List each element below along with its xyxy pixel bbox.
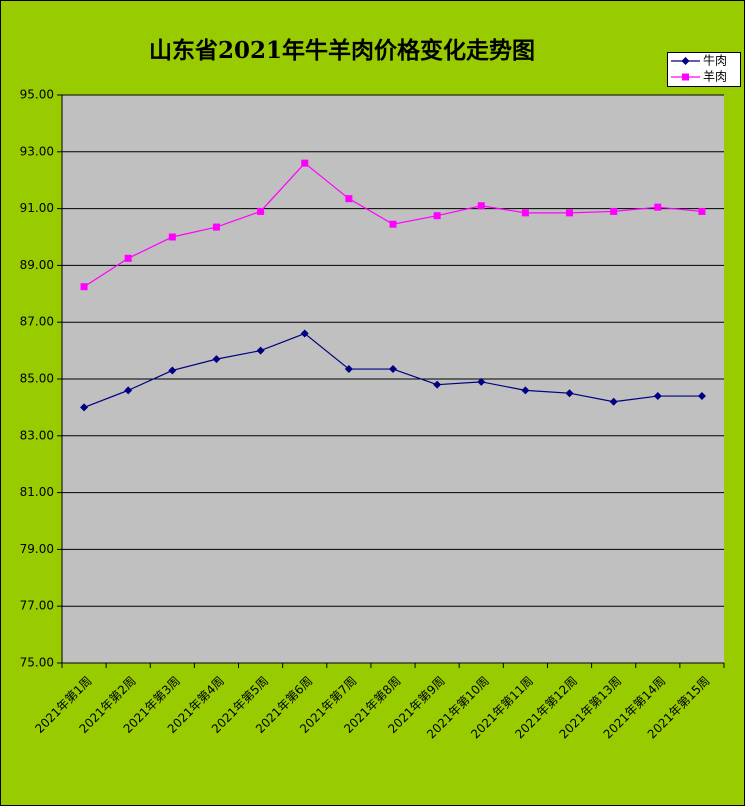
marker <box>565 389 574 398</box>
y-tick-label: 75.00 <box>20 656 54 670</box>
legend <box>667 52 741 87</box>
marker <box>433 212 441 220</box>
marker <box>433 380 442 389</box>
marker <box>681 57 690 65</box>
marker <box>609 397 618 406</box>
marker <box>477 377 486 386</box>
marker <box>521 209 529 217</box>
y-tick-label: 93.00 <box>20 144 54 158</box>
marker <box>168 366 177 375</box>
marker <box>124 254 132 262</box>
marker <box>212 355 221 364</box>
legend-label: 羊肉 <box>703 69 727 84</box>
legend-label: 牛肉 <box>703 53 727 68</box>
marker <box>301 159 309 167</box>
marker <box>80 403 89 412</box>
marker <box>477 202 485 210</box>
marker <box>256 346 265 355</box>
y-tick-label: 95.00 <box>20 88 54 102</box>
marker <box>389 365 397 374</box>
marker <box>566 209 574 217</box>
marker <box>300 329 309 338</box>
marker <box>80 283 88 291</box>
chart-title: 山东省2021年牛羊肉价格变化走势图 <box>149 37 535 64</box>
y-tick-label: 81.00 <box>20 485 54 499</box>
marker <box>344 365 353 374</box>
y-tick-label: 87.00 <box>20 315 54 329</box>
y-tick-label: 79.00 <box>20 542 54 556</box>
marker <box>697 392 706 401</box>
marker <box>168 233 176 241</box>
marker <box>124 386 133 395</box>
marker <box>610 207 618 215</box>
y-tick-label: 77.00 <box>20 599 54 613</box>
y-tick-label: 83.00 <box>20 428 54 442</box>
marker <box>698 207 706 215</box>
marker <box>212 223 220 231</box>
marker <box>389 220 397 228</box>
marker <box>521 386 530 395</box>
marker <box>257 207 265 215</box>
y-tick-label: 91.00 <box>20 201 54 215</box>
y-tick-label: 89.00 <box>20 258 54 272</box>
marker <box>682 73 689 81</box>
marker <box>653 392 662 401</box>
marker <box>654 203 662 211</box>
y-tick-label: 85.00 <box>20 372 54 386</box>
marker <box>345 195 353 203</box>
